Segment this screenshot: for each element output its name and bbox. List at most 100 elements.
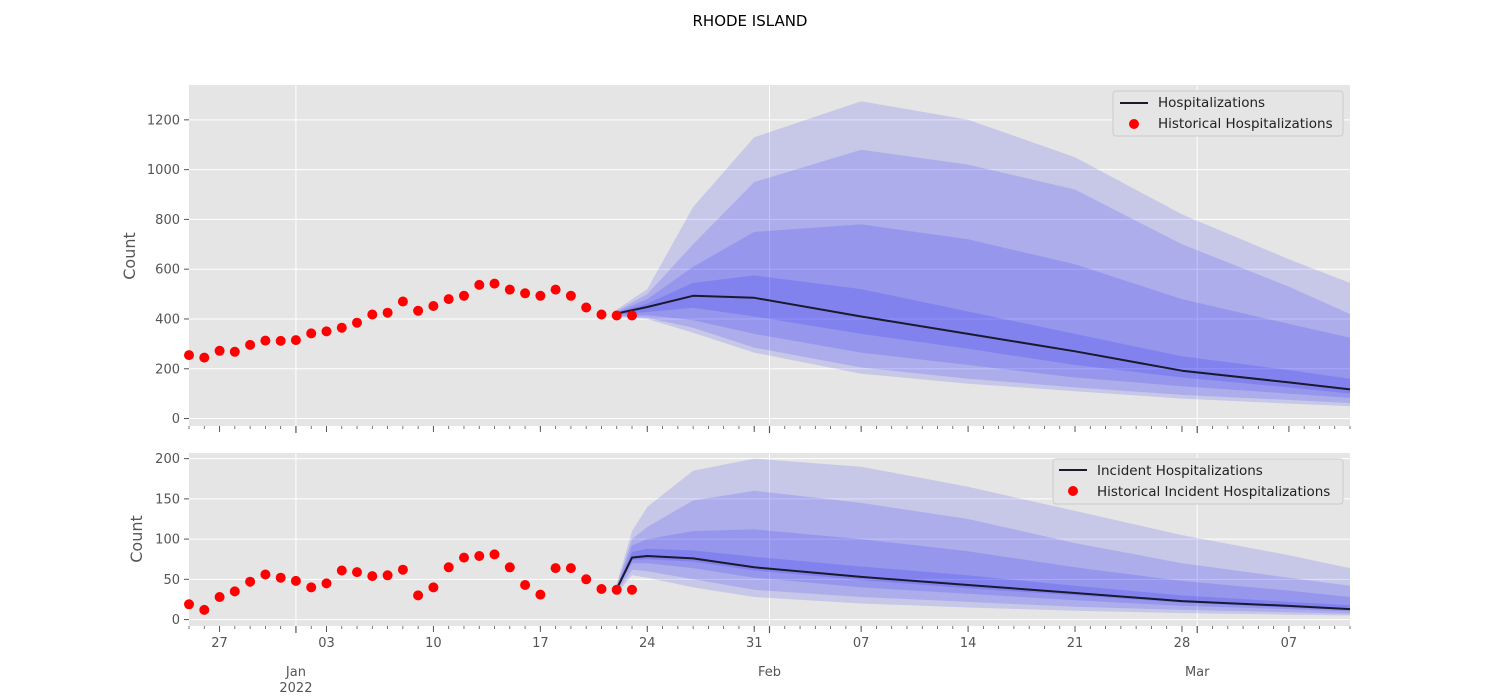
forecast-band (616, 490, 1350, 614)
y-tick-label: 150 (155, 492, 180, 507)
y-tick-label: 0 (172, 613, 180, 628)
historical-point (367, 571, 378, 582)
forecast-band (616, 101, 1350, 407)
y-tick-label: 200 (155, 452, 180, 467)
x-ticks: 27 03 10 17 24 31 07 14 21 28 07 (188, 626, 1351, 651)
legend-box (1112, 90, 1344, 137)
x-tick-label: 27 (211, 636, 228, 651)
historical-point (245, 339, 256, 350)
historical-point (290, 575, 301, 586)
historical-point (535, 589, 546, 600)
historical-point (397, 564, 408, 575)
historical-point (474, 279, 485, 290)
historical-point (260, 335, 271, 346)
historical-point (627, 584, 637, 595)
x-tick-label: 28 (1174, 636, 1191, 651)
historical-point (459, 552, 469, 563)
historical-point (459, 290, 469, 301)
x-tick-label: 03 (318, 636, 335, 651)
historical-point (565, 563, 576, 574)
x-tick-label: 14 (960, 636, 977, 651)
historical-point (550, 284, 561, 295)
legend-marker-swatch (1129, 119, 1139, 129)
y-tick-label: 200 (155, 362, 180, 377)
historical-point (214, 345, 225, 356)
historical-point (290, 335, 301, 346)
forecast-band (616, 149, 1350, 404)
historical-point (184, 350, 194, 361)
historical-point (596, 584, 607, 594)
historical-point (229, 346, 240, 357)
forecast-bands (616, 458, 1350, 616)
incident-hospitalizations-panel: 0 50 100 150 200 27 03 10 17 24 31 07 14 21 28 07 Coun… (127, 452, 1351, 651)
historical-point (199, 352, 210, 363)
historical-point (611, 310, 622, 321)
historical-point (321, 578, 332, 589)
x-tick-label: 07 (1281, 636, 1298, 651)
y-tick-labels: 0 200 400 600 800 1000 1200 (147, 113, 189, 427)
forecast-median (615, 555, 1351, 611)
y-tick-label: 1000 (147, 163, 180, 178)
historical-point (428, 582, 439, 593)
historical-points (184, 549, 637, 615)
historical-points (184, 278, 637, 363)
historical-point (565, 290, 576, 301)
figure-title: RHODE ISLAND (693, 12, 808, 30)
historical-point (627, 310, 637, 321)
historical-point (336, 322, 347, 333)
historical-point (596, 309, 607, 320)
historical-point (352, 567, 362, 578)
historical-point (520, 580, 531, 590)
historical-point (550, 563, 561, 574)
historical-point (504, 562, 515, 573)
historical-point (306, 328, 317, 339)
historical-point (367, 309, 378, 320)
historical-point (504, 284, 515, 295)
hospitalizations-panel: 0 200 400 600 800 1000 1200 Count Hospitalizat… (120, 85, 1351, 433)
legend-label-forecast: Incident Hospitalizations (1097, 463, 1263, 479)
historical-point (397, 296, 408, 307)
legend-label-forecast: Hospitalizations (1158, 95, 1265, 111)
x-month-label: Jan (285, 665, 306, 680)
historical-point (382, 307, 393, 318)
x-year-label: 2022 (279, 681, 312, 696)
historical-point (428, 301, 439, 311)
historical-point (443, 294, 454, 305)
historical-point (184, 599, 194, 610)
x-tick-label: 21 (1067, 636, 1084, 651)
legend-box (1052, 458, 1344, 505)
legend: Incident Hospitalizations Historical Inc… (1052, 458, 1344, 505)
y-axis-label: Count (120, 232, 139, 280)
forecast-median-line (615, 555, 1351, 611)
forecast-median-line (616, 294, 1351, 391)
x-tick-label: 31 (746, 636, 763, 651)
x-ticks (188, 426, 1351, 433)
y-tick-label: 100 (155, 533, 180, 548)
historical-point (306, 582, 317, 593)
x-tick-label: 24 (639, 636, 656, 651)
x-month-label: Feb (758, 665, 781, 680)
historical-point (245, 576, 256, 587)
x-tick-label: 07 (853, 636, 870, 651)
historical-point (413, 305, 424, 316)
historical-point (336, 565, 347, 576)
historical-point (520, 288, 531, 299)
y-tick-label: 800 (155, 213, 180, 228)
historical-point (321, 326, 332, 337)
y-tick-labels: 0 50 100 150 200 (155, 452, 189, 628)
x-month-label: Mar (1185, 665, 1210, 680)
historical-point (413, 590, 424, 601)
legend-marker-swatch (1068, 486, 1078, 496)
y-tick-label: 400 (155, 312, 180, 327)
x-tick-label: 17 (532, 636, 549, 651)
legend: Hospitalizations Historical Hospitalizat… (1112, 90, 1344, 137)
historical-point (535, 290, 546, 301)
historical-point (611, 584, 622, 595)
historical-point (199, 604, 210, 615)
historical-point (443, 562, 454, 573)
forecast-band (616, 529, 1350, 612)
historical-point (581, 302, 592, 313)
y-tick-label: 1200 (147, 113, 180, 128)
historical-point (382, 570, 393, 581)
